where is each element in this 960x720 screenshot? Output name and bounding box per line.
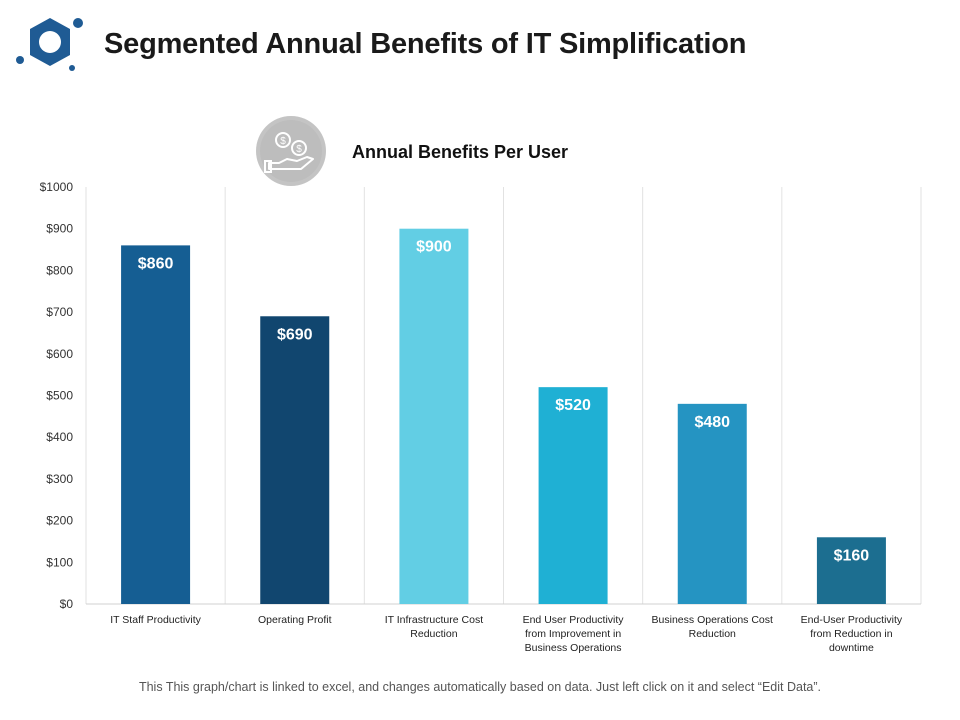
x-tick-label: from Reduction in [810,628,892,640]
bar [816,537,886,604]
footer-note: This This graph/chart is linked to excel… [138,680,822,694]
data-label: $480 [694,414,730,431]
x-tick-label: Reduction [410,628,457,640]
x-tick-label: Reduction [689,628,736,640]
x-tick-label: Operating Profit [258,614,332,626]
bar [399,228,469,604]
hand-coins-icon: $ $ [256,116,326,186]
x-tick-label: Business Operations [525,642,622,654]
svg-text:$: $ [296,144,302,155]
x-tick-label: End-User Productivity [801,614,903,626]
hexagon-logo-icon [16,18,83,71]
data-label: $860 [138,255,174,272]
svg-text:$: $ [280,136,286,147]
y-tick-label: $0 [60,597,74,611]
data-label: $900 [416,239,452,256]
y-tick-label: $900 [46,222,73,236]
x-tick-label: IT Infrastructure Cost [385,614,484,626]
data-label: $520 [555,397,591,414]
chart-title: Annual Benefits Per User [352,142,569,162]
y-tick-label: $600 [46,347,73,361]
y-tick-label: $500 [46,389,73,403]
y-tick-label: $200 [46,514,73,528]
x-tick-label: downtime [829,642,874,654]
bar [121,245,191,604]
x-tick-label: End User Productivity [523,614,625,626]
x-tick-label: IT Staff Productivity [110,614,201,626]
bar [677,403,747,604]
y-tick-label: $400 [46,430,73,444]
page-title: Segmented Annual Benefits of IT Simplifi… [104,28,747,60]
y-tick-label: $300 [46,472,73,486]
x-tick-label: from Improvement in [525,628,621,640]
bar-chart: $0 $100 $200 $300 $400 $500 $600 $700 $800 $900 $1… [40,180,922,654]
y-tick-label: $800 [46,263,73,277]
data-label: $160 [834,547,870,564]
data-label: $690 [277,326,313,343]
y-tick-label: $1000 [40,180,74,194]
x-tick-label: Business Operations Cost [652,614,773,626]
bar [260,316,330,604]
y-tick-label: $100 [46,555,73,569]
bar [538,387,608,604]
y-tick-label: $700 [46,305,73,319]
